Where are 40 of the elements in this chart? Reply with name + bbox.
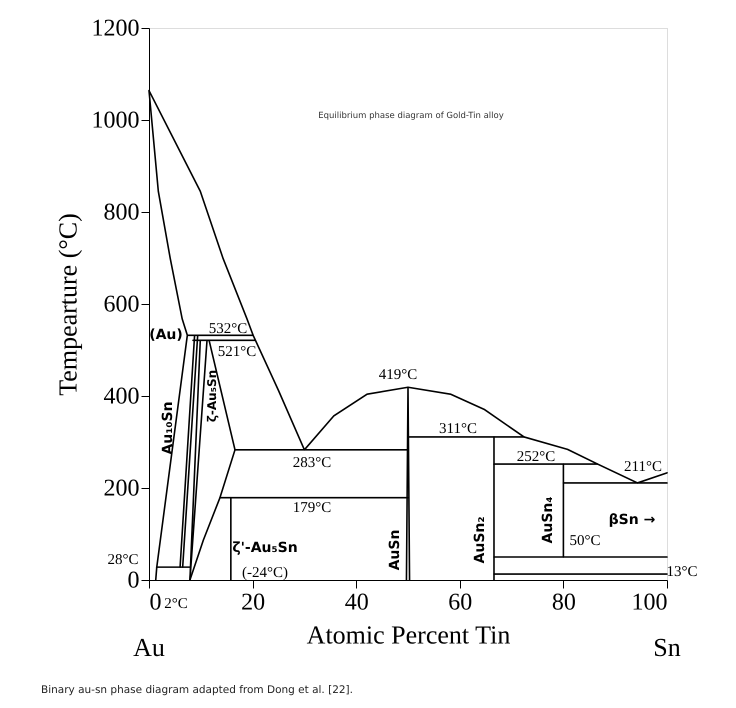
x-tick-label: 100	[632, 590, 668, 616]
annotation: ζ-Au₅Sn	[205, 370, 219, 422]
text: Sn	[653, 633, 681, 662]
x-tick-label: 0	[150, 590, 162, 616]
x-tick-label: 80	[552, 590, 576, 616]
annotation: 13°C	[666, 564, 698, 580]
text: Binary au-sn phase diagram adapted from Dong et al. [22].	[41, 684, 353, 696]
annotation: 283°C	[292, 455, 332, 471]
annotation: 532°C	[208, 321, 248, 337]
x-tick-label: 60	[448, 590, 472, 616]
annotation: (-24°C)	[242, 565, 288, 581]
text: Equilibrium phase diagram of Gold-Tin alloy	[318, 111, 504, 121]
annotation: βSn →	[608, 512, 656, 528]
y-axis-title: Tempearture (°C)	[54, 213, 82, 396]
x-tick-label: 40	[344, 590, 369, 616]
y-tick-label: 0	[128, 568, 140, 594]
y-tick-label: 1200	[92, 16, 140, 42]
y-tick-label: 200	[104, 476, 140, 502]
annotation: 50°C	[569, 533, 601, 549]
annotation: ζ'-Au₅Sn	[232, 540, 298, 556]
annotation: 211°C	[624, 459, 662, 475]
annotation: 252°C	[516, 449, 556, 465]
annotation: AuSn	[387, 530, 403, 570]
text: Au	[133, 633, 165, 662]
annotation: 179°C	[292, 500, 332, 516]
x-tick-label: 20	[241, 590, 266, 616]
y-tick-label: 1000	[92, 108, 140, 134]
y-tick-label: 800	[104, 200, 140, 226]
y-tick-label: 600	[104, 292, 140, 318]
x-axis-title: Atomic Percent Tin	[306, 620, 510, 650]
annotation: AuSn₂	[472, 516, 488, 564]
annotation: Au₁₀Sn	[160, 401, 176, 455]
annotation: 521°C	[218, 344, 256, 360]
annotation: (Au)	[149, 327, 183, 343]
annotation: 419°C	[378, 367, 418, 383]
y-tick-label: 400	[104, 384, 140, 410]
text: 28°C	[107, 552, 139, 568]
annotation: AuSn₄	[540, 496, 556, 544]
annotation: 311°C	[439, 421, 477, 437]
text: 2°C	[164, 596, 188, 612]
